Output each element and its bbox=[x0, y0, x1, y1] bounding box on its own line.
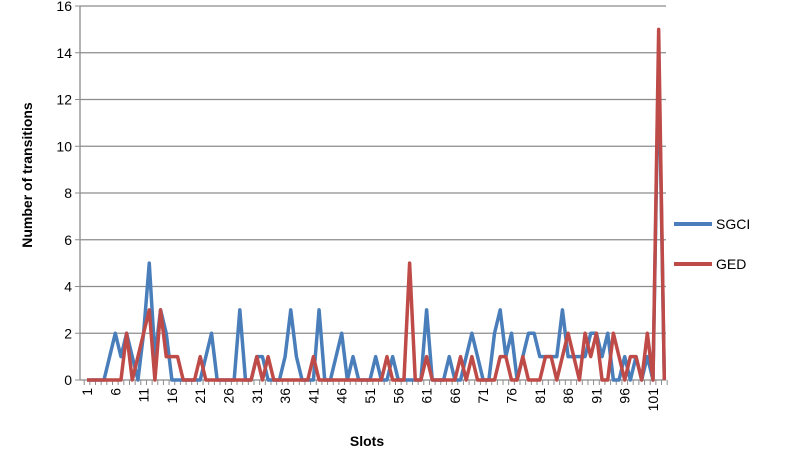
x-tick-label: 36 bbox=[277, 388, 293, 404]
x-tick-label: 31 bbox=[249, 388, 265, 404]
legend: SGCI GED bbox=[674, 216, 750, 272]
series-lines bbox=[86, 27, 667, 382]
x-tick-label: 96 bbox=[617, 388, 633, 404]
y-tick-label: 4 bbox=[64, 279, 72, 295]
y-axis-ticks: 0 2 4 6 8 10 12 14 16 bbox=[56, 0, 80, 388]
y-tick-label: 8 bbox=[64, 185, 72, 201]
x-tick-label: 61 bbox=[419, 388, 435, 404]
x-tick-label: 71 bbox=[475, 388, 491, 404]
legend-label-sgci: SGCI bbox=[716, 216, 750, 232]
x-tick-label: 6 bbox=[107, 388, 123, 396]
gridlines bbox=[79, 5, 666, 381]
x-tick-label: 56 bbox=[390, 388, 406, 404]
x-tick-label: 21 bbox=[192, 388, 208, 404]
x-tick-label: 76 bbox=[504, 388, 520, 404]
y-axis-label: Number of transitions bbox=[19, 102, 35, 248]
x-tick-label: 46 bbox=[334, 388, 350, 404]
x-tick-label: 16 bbox=[164, 388, 180, 404]
x-axis-ticks: 1 6 11 16 21 26 31 36 41 46 51 56 61 66 71 76 81 86 91 96 10… bbox=[79, 380, 668, 412]
y-tick-label: 14 bbox=[56, 45, 72, 61]
x-tick-label: 11 bbox=[136, 388, 152, 403]
x-tick-label: 41 bbox=[305, 388, 321, 404]
y-tick-label: 6 bbox=[64, 232, 72, 248]
x-tick-label: 101 bbox=[645, 388, 661, 412]
x-axis-label: Slots bbox=[350, 433, 384, 449]
series-line-sgci bbox=[87, 51, 667, 382]
x-tick-label: 51 bbox=[362, 388, 378, 404]
legend-label-ged: GED bbox=[716, 256, 746, 272]
y-tick-label: 16 bbox=[56, 0, 72, 14]
y-tick-label: 2 bbox=[64, 325, 72, 341]
x-tick-label: 81 bbox=[532, 388, 548, 404]
y-tick-label: 12 bbox=[56, 92, 72, 108]
x-tick-label: 1 bbox=[79, 388, 95, 396]
y-tick-label: 10 bbox=[56, 138, 72, 154]
x-tick-label: 66 bbox=[447, 388, 463, 404]
x-tick-label: 26 bbox=[221, 388, 237, 404]
x-tick-label: 86 bbox=[560, 388, 576, 404]
series-line-ged bbox=[87, 27, 667, 382]
y-tick-label: 0 bbox=[64, 372, 72, 388]
x-tick-label: 91 bbox=[588, 388, 604, 404]
